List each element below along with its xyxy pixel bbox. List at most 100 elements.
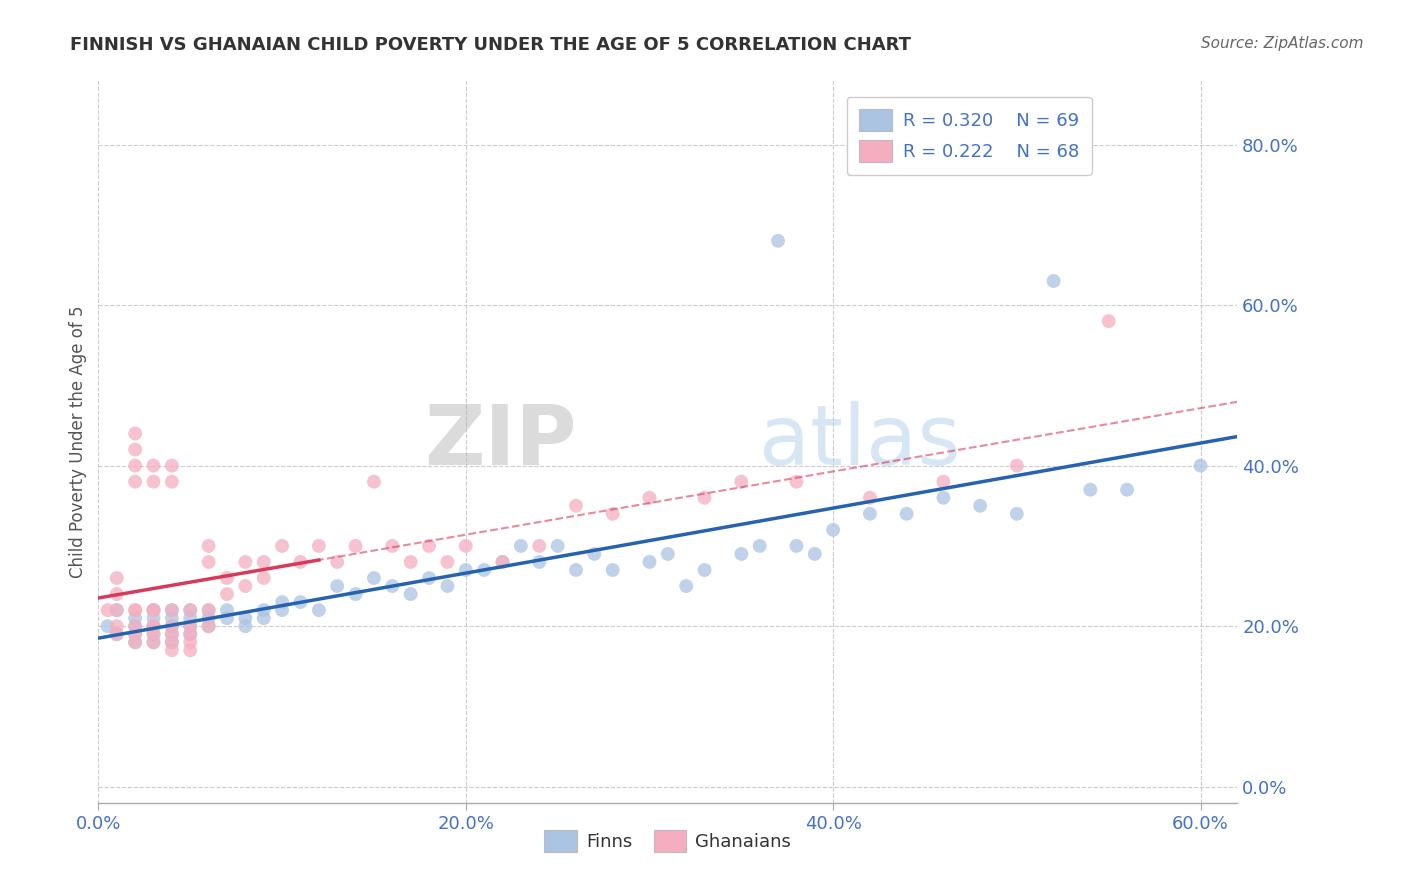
Point xyxy=(326,579,349,593)
Point xyxy=(748,539,770,553)
Point xyxy=(547,539,569,553)
Point xyxy=(454,539,477,553)
Point xyxy=(308,539,330,553)
Point xyxy=(105,603,128,617)
Point xyxy=(105,571,128,585)
Point xyxy=(271,595,294,609)
Point xyxy=(142,611,165,625)
Point xyxy=(179,627,201,641)
Point xyxy=(215,611,238,625)
Point xyxy=(197,603,219,617)
Point xyxy=(124,627,146,641)
Point xyxy=(730,547,752,561)
Point xyxy=(179,619,201,633)
Point xyxy=(142,603,165,617)
Point xyxy=(197,619,219,633)
Point xyxy=(693,491,716,505)
Point xyxy=(235,579,257,593)
Point xyxy=(1042,274,1064,288)
Point xyxy=(142,627,165,641)
Point xyxy=(179,627,201,641)
Point xyxy=(142,458,165,473)
Point xyxy=(179,643,201,657)
Point xyxy=(142,619,165,633)
Point xyxy=(308,603,330,617)
Text: atlas: atlas xyxy=(759,401,960,482)
Point xyxy=(381,539,404,553)
Point xyxy=(529,555,551,569)
Point xyxy=(1005,507,1028,521)
Point xyxy=(197,555,219,569)
Point xyxy=(454,563,477,577)
Point xyxy=(565,499,588,513)
Point xyxy=(142,635,165,649)
Point xyxy=(969,499,991,513)
Point xyxy=(124,603,146,617)
Point xyxy=(1078,483,1101,497)
Point xyxy=(529,539,551,553)
Point xyxy=(399,587,422,601)
Point xyxy=(344,539,367,553)
Point xyxy=(105,627,128,641)
Point xyxy=(271,603,294,617)
Point xyxy=(215,571,238,585)
Point xyxy=(290,555,312,569)
Point xyxy=(142,475,165,489)
Point xyxy=(142,627,165,641)
Point xyxy=(235,619,257,633)
Point xyxy=(253,555,276,569)
Point xyxy=(436,579,458,593)
Point xyxy=(602,507,624,521)
Point xyxy=(124,611,146,625)
Point xyxy=(97,619,120,633)
Point xyxy=(160,603,183,617)
Point xyxy=(859,507,882,521)
Point xyxy=(124,635,146,649)
Point xyxy=(179,635,201,649)
Point xyxy=(235,611,257,625)
Point xyxy=(509,539,531,553)
Point xyxy=(179,611,201,625)
Text: ZIP: ZIP xyxy=(425,401,576,482)
Point xyxy=(160,635,183,649)
Point xyxy=(363,571,385,585)
Point xyxy=(1098,314,1121,328)
Point xyxy=(160,635,183,649)
Point xyxy=(418,539,440,553)
Point xyxy=(344,587,367,601)
Point xyxy=(124,442,146,457)
Point xyxy=(1005,458,1028,473)
Point xyxy=(399,555,422,569)
Point xyxy=(235,555,257,569)
Point xyxy=(124,426,146,441)
Point xyxy=(932,491,955,505)
Point xyxy=(160,627,183,641)
Point xyxy=(142,619,165,633)
Point xyxy=(179,603,201,617)
Point xyxy=(179,619,201,633)
Point xyxy=(638,555,661,569)
Point xyxy=(290,595,312,609)
Point xyxy=(583,547,606,561)
Point xyxy=(1116,483,1139,497)
Point xyxy=(142,635,165,649)
Point xyxy=(160,611,183,625)
Point xyxy=(436,555,458,569)
Point xyxy=(896,507,918,521)
Point xyxy=(124,458,146,473)
Point xyxy=(160,627,183,641)
Point xyxy=(160,603,183,617)
Point xyxy=(253,571,276,585)
Point xyxy=(97,603,120,617)
Point xyxy=(179,603,201,617)
Point xyxy=(381,579,404,593)
Point xyxy=(675,579,697,593)
Point xyxy=(859,491,882,505)
Point xyxy=(785,539,807,553)
Point xyxy=(215,603,238,617)
Point xyxy=(565,563,588,577)
Point xyxy=(253,611,276,625)
Point xyxy=(1189,458,1212,473)
Point xyxy=(491,555,513,569)
Point xyxy=(160,643,183,657)
